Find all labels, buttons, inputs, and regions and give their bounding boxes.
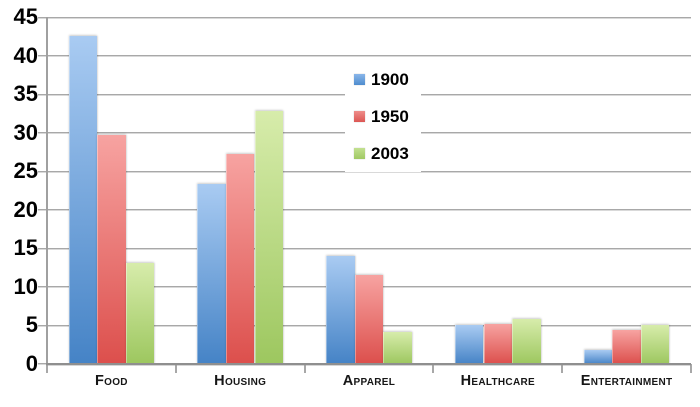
x-axis-label-housing: Housing <box>214 373 267 389</box>
gridline <box>47 55 691 57</box>
gridline <box>47 16 691 18</box>
x-axis-tick <box>303 364 306 373</box>
legend-swatch-icon <box>354 111 365 122</box>
y-axis-label: 25 <box>13 158 38 184</box>
legend-item-1950: 1950 <box>345 105 421 129</box>
bar-1950-healthcare <box>483 323 513 364</box>
y-axis-tick <box>38 55 47 57</box>
y-axis-tick <box>38 16 47 18</box>
gridline <box>47 247 691 249</box>
legend-item-2003: 2003 <box>345 142 421 166</box>
x-axis-tick <box>690 364 692 373</box>
y-axis-tick <box>38 132 47 134</box>
bar-1900-healthcare <box>454 324 484 364</box>
legend-swatch-icon <box>354 148 365 159</box>
legend-swatch-icon <box>354 74 365 85</box>
y-axis-tick <box>38 286 47 288</box>
y-axis-label: 30 <box>13 119 38 145</box>
x-axis-tick <box>561 364 564 373</box>
bar-2003-food <box>125 263 155 364</box>
bar-2003-healthcare <box>512 318 541 364</box>
bar-1950-entertainment <box>612 330 641 364</box>
bar-2003-housing <box>254 111 284 364</box>
y-axis-line <box>46 17 48 364</box>
y-axis-label: 0 <box>25 351 38 376</box>
y-axis-label: 45 <box>13 4 38 29</box>
y-axis-label: 40 <box>13 42 38 68</box>
x-axis-label-apparel: Apparel <box>342 373 396 389</box>
bar-1950-food <box>97 134 126 364</box>
x-axis-label-healthcare: Healthcare <box>460 373 535 389</box>
x-axis-label-food: Food <box>94 373 128 389</box>
y-axis-label: 10 <box>13 273 38 299</box>
bar-2003-entertainment <box>640 324 670 364</box>
y-axis-tick <box>38 362 47 364</box>
bar-1900-food <box>68 36 98 364</box>
bar-1900-apparel <box>326 256 355 364</box>
y-axis-label: 20 <box>13 196 38 222</box>
bar-2003-apparel <box>383 331 412 364</box>
y-axis-label: 35 <box>13 81 38 107</box>
legend-item-1900: 1900 <box>345 68 421 92</box>
bar-1950-housing <box>225 154 255 364</box>
y-axis-tick <box>38 93 47 95</box>
y-axis-tick <box>38 170 47 172</box>
x-axis-label-entertainment: Entertainment <box>580 373 673 389</box>
legend-label: 1900 <box>371 70 409 89</box>
bar-1950-apparel <box>354 275 384 364</box>
y-axis-label: 5 <box>25 312 38 338</box>
x-axis-tick <box>432 364 435 373</box>
legend: 1900 1950 2003 <box>345 61 421 172</box>
x-axis-line <box>46 363 691 365</box>
legend-label: 1950 <box>371 107 409 126</box>
y-axis-tick <box>38 324 47 326</box>
y-axis-tick <box>38 247 47 249</box>
x-axis-tick <box>174 364 177 373</box>
y-axis-label: 15 <box>13 235 38 261</box>
plot-area <box>38 16 692 373</box>
bar-1900-entertainment <box>583 350 613 364</box>
y-axis-tick <box>38 209 47 211</box>
legend-label: 2003 <box>371 144 409 163</box>
bar-1900-housing <box>197 184 226 364</box>
gridline <box>47 209 691 211</box>
x-axis-tick <box>46 364 48 373</box>
